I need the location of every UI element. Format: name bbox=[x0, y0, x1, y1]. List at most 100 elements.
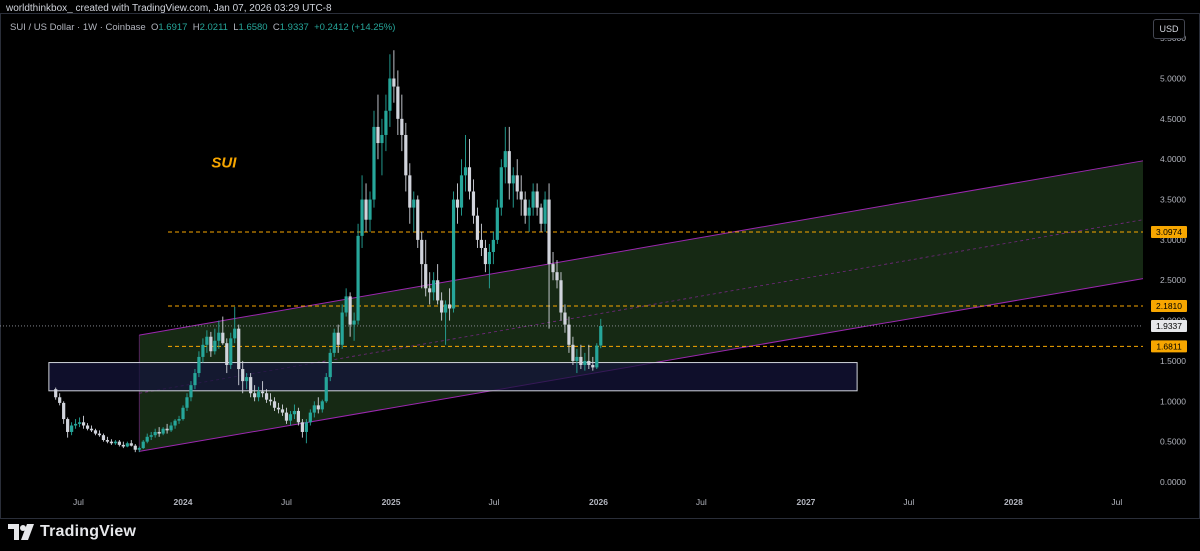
candle bbox=[129, 440, 133, 447]
candle-body bbox=[444, 304, 448, 313]
candle-body bbox=[209, 336, 213, 352]
x-tick-label: Jul bbox=[488, 497, 499, 507]
x-tick-label: Jul bbox=[281, 497, 292, 507]
candle bbox=[173, 419, 177, 429]
x-tick-label: Jul bbox=[1111, 497, 1122, 507]
candle bbox=[85, 423, 90, 431]
level-badge-0-label: 3.0974 bbox=[1156, 227, 1182, 237]
candle-body bbox=[424, 264, 428, 289]
currency-button[interactable]: USD bbox=[1153, 19, 1185, 39]
candle-body bbox=[583, 360, 587, 365]
candle bbox=[77, 417, 82, 428]
candle-body bbox=[471, 191, 476, 216]
candle bbox=[527, 199, 531, 232]
candle bbox=[117, 440, 121, 447]
candle-body bbox=[344, 296, 348, 313]
tradingview-logo[interactable]: TradingView bbox=[8, 520, 136, 544]
candle bbox=[563, 304, 567, 333]
candle-body bbox=[153, 431, 157, 436]
candle-body bbox=[173, 420, 177, 426]
candle bbox=[428, 272, 432, 305]
candle bbox=[300, 419, 304, 438]
candle bbox=[320, 399, 324, 413]
candle bbox=[523, 191, 527, 224]
candle-body bbox=[575, 356, 579, 361]
candle bbox=[324, 373, 328, 403]
candle bbox=[400, 94, 404, 152]
candle-body bbox=[547, 199, 551, 265]
candle-body bbox=[189, 385, 193, 398]
candle bbox=[121, 441, 125, 449]
candle-body bbox=[531, 191, 535, 208]
candle bbox=[424, 239, 428, 297]
candle-body bbox=[177, 419, 181, 421]
candle-body bbox=[205, 336, 209, 345]
candle-body bbox=[567, 324, 571, 345]
candle-body bbox=[62, 402, 66, 420]
candle bbox=[567, 316, 571, 353]
candle-body bbox=[165, 428, 169, 431]
high-label: H bbox=[192, 22, 200, 33]
candle-body bbox=[81, 422, 86, 426]
candle-body bbox=[451, 199, 456, 309]
candle-body bbox=[571, 344, 575, 361]
candle-body bbox=[515, 175, 519, 192]
candle bbox=[340, 304, 344, 349]
candle bbox=[436, 264, 440, 305]
candle bbox=[467, 139, 472, 200]
candle-body bbox=[499, 167, 503, 208]
candle bbox=[551, 252, 555, 281]
candles-layer bbox=[54, 50, 603, 453]
candle bbox=[591, 356, 595, 371]
candle-body bbox=[364, 199, 368, 220]
candle bbox=[73, 419, 78, 429]
candle-body bbox=[197, 356, 201, 374]
candle bbox=[245, 373, 249, 390]
candle-body bbox=[432, 280, 436, 293]
candle bbox=[268, 393, 273, 406]
candle bbox=[332, 328, 336, 357]
candle-body bbox=[117, 441, 121, 445]
y-tick-label: 1.5000 bbox=[1160, 356, 1186, 366]
candle bbox=[141, 440, 145, 449]
candle-body bbox=[213, 340, 217, 352]
candle bbox=[276, 402, 281, 414]
candle-body bbox=[280, 409, 285, 413]
candle-body bbox=[436, 280, 440, 301]
candle bbox=[101, 433, 106, 442]
candle bbox=[451, 191, 456, 313]
symbol-legend[interactable]: SUI / US Dollar · 1W · Coinbase O1.6917 … bbox=[10, 22, 395, 33]
candle-body bbox=[157, 431, 161, 434]
candle-body bbox=[133, 445, 137, 450]
candle-body bbox=[332, 332, 336, 353]
y-tick-label: 5.0000 bbox=[1160, 73, 1186, 83]
candle bbox=[109, 439, 114, 445]
candle-body bbox=[276, 407, 281, 410]
candle-body bbox=[217, 332, 221, 341]
level-badge-2-bg bbox=[1151, 340, 1187, 353]
candle bbox=[304, 419, 308, 444]
candle-body bbox=[503, 151, 507, 168]
candle bbox=[404, 122, 408, 192]
last-price-badge: 1.9337 bbox=[1151, 319, 1187, 332]
level-badge-0: 3.0974 bbox=[1151, 226, 1187, 239]
candle bbox=[539, 203, 543, 232]
candle-body bbox=[288, 414, 293, 421]
candle-body bbox=[479, 239, 484, 248]
candle bbox=[62, 401, 66, 424]
candle-body bbox=[440, 300, 444, 313]
candle bbox=[463, 134, 468, 192]
candle-body bbox=[181, 407, 185, 420]
x-tick-label: 2027 bbox=[796, 497, 815, 507]
candle bbox=[388, 54, 392, 127]
candle-body bbox=[58, 397, 62, 403]
candle-body bbox=[113, 441, 117, 444]
candle bbox=[575, 348, 579, 374]
candle-body bbox=[241, 369, 245, 382]
candle-body bbox=[109, 441, 114, 444]
candle bbox=[360, 175, 364, 248]
candle-body bbox=[599, 325, 603, 346]
candle bbox=[308, 409, 312, 426]
candle-body bbox=[523, 199, 527, 216]
